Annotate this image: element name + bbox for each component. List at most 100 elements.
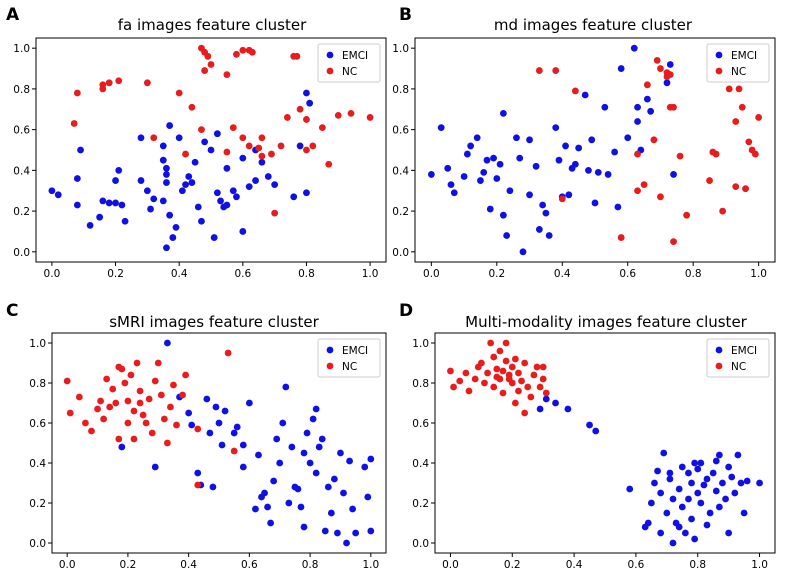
data-point-emci (112, 199, 119, 207)
legend-label-emci: EMCI (731, 50, 757, 62)
data-point-emci (105, 199, 113, 207)
data-point-nc (511, 355, 519, 363)
legend: EMCI NC (706, 43, 770, 83)
data-point-nc (179, 391, 186, 399)
data-point-emci (239, 441, 247, 449)
data-point-nc (653, 57, 661, 64)
data-point-emci (306, 459, 314, 467)
data-point-nc (157, 391, 165, 399)
data-point-emci (526, 191, 533, 199)
data-point-emci (215, 419, 223, 427)
data-point-nc (173, 421, 180, 429)
legend: EMCI NC (317, 338, 381, 378)
y-tick-label: 0.0 (13, 247, 30, 259)
data-point-nc (223, 148, 231, 156)
data-point-emci (681, 529, 689, 537)
data-point-emci (312, 405, 320, 413)
data-point-nc (477, 359, 485, 367)
data-point-emci (694, 465, 702, 473)
data-point-emci (255, 451, 262, 459)
data-point-emci (634, 103, 641, 111)
panel-letter: D (399, 301, 413, 321)
data-point-nc (462, 369, 470, 377)
data-point-nc (136, 387, 144, 395)
data-point-emci (73, 175, 81, 182)
data-point-nc (239, 46, 247, 54)
legend-marker-emci (326, 51, 334, 59)
data-point-emci (169, 234, 177, 241)
data-point-nc (676, 152, 684, 160)
data-point-nc (124, 397, 132, 405)
data-point-emci (159, 156, 167, 164)
panel-d: D Multi-modality images feature cluster 0.… (399, 301, 776, 571)
y-tick-label: 0.8 (13, 84, 30, 96)
data-point-emci (206, 429, 214, 437)
data-point-emci (562, 142, 569, 150)
data-point-nc (160, 415, 168, 423)
y-tick-label: 0.6 (412, 418, 429, 430)
data-point-nc (751, 150, 759, 158)
data-point-emci (634, 118, 641, 125)
data-point-emci (223, 164, 231, 172)
x-tick-label: 0.2 (120, 559, 137, 571)
x-tick-label: 1.0 (750, 268, 767, 280)
data-point-nc (201, 67, 209, 74)
y-tick-label: 1.0 (412, 338, 429, 350)
data-point-nc (521, 409, 529, 417)
y-tick-label: 0.4 (29, 458, 46, 470)
data-point-nc (182, 371, 190, 379)
data-point-emci (460, 173, 468, 180)
data-point-emci (499, 211, 507, 219)
data-point-emci (303, 89, 310, 97)
x-tick-label: 0.4 (554, 268, 571, 280)
data-point-emci (542, 209, 550, 217)
data-point-emci (185, 409, 193, 417)
data-point-emci (666, 61, 674, 68)
legend-marker-nc (326, 67, 334, 75)
data-point-emci (473, 134, 481, 142)
data-point-emci (163, 171, 170, 178)
data-point-nc (666, 71, 674, 79)
data-point-nc (309, 142, 317, 150)
data-point-nc (223, 71, 231, 79)
x-tick-label: 0.0 (44, 268, 61, 280)
data-point-nc (511, 399, 519, 407)
y-tick-label: 0.6 (392, 125, 409, 137)
data-point-emci (207, 146, 215, 154)
data-point-emci (496, 160, 504, 168)
data-point-emci (86, 221, 94, 229)
data-point-emci (731, 489, 739, 497)
data-point-emci (178, 187, 186, 195)
data-point-nc (268, 150, 275, 158)
data-point-nc (732, 118, 740, 125)
legend-label-nc: NC (342, 361, 357, 373)
data-point-nc (99, 85, 107, 93)
legend-box (706, 43, 770, 83)
data-point-emci (536, 405, 544, 413)
data-point-emci (261, 489, 268, 497)
data-point-emci (159, 142, 167, 150)
chart-title: md images feature cluster (494, 16, 693, 34)
data-point-emci (709, 469, 717, 477)
data-point-nc (527, 393, 535, 401)
data-point-emci (545, 232, 553, 239)
data-point-nc (535, 67, 543, 74)
legend-label-nc: NC (342, 66, 357, 78)
data-point-nc (524, 383, 532, 391)
data-point-emci (722, 495, 729, 503)
legend-box (706, 338, 770, 378)
data-point-emci (594, 169, 602, 176)
data-point-emci (276, 459, 284, 467)
data-point-emci (450, 189, 458, 197)
data-point-nc (502, 357, 510, 365)
data-point-emci (552, 124, 560, 131)
y-tick-label: 0.2 (13, 206, 30, 218)
data-point-emci (349, 505, 356, 513)
data-point-emci (300, 449, 308, 457)
data-point-nc (207, 61, 215, 68)
data-point-nc (143, 79, 151, 87)
data-point-nc (109, 385, 117, 393)
data-point-nc (465, 387, 473, 395)
data-point-emci (486, 205, 494, 213)
